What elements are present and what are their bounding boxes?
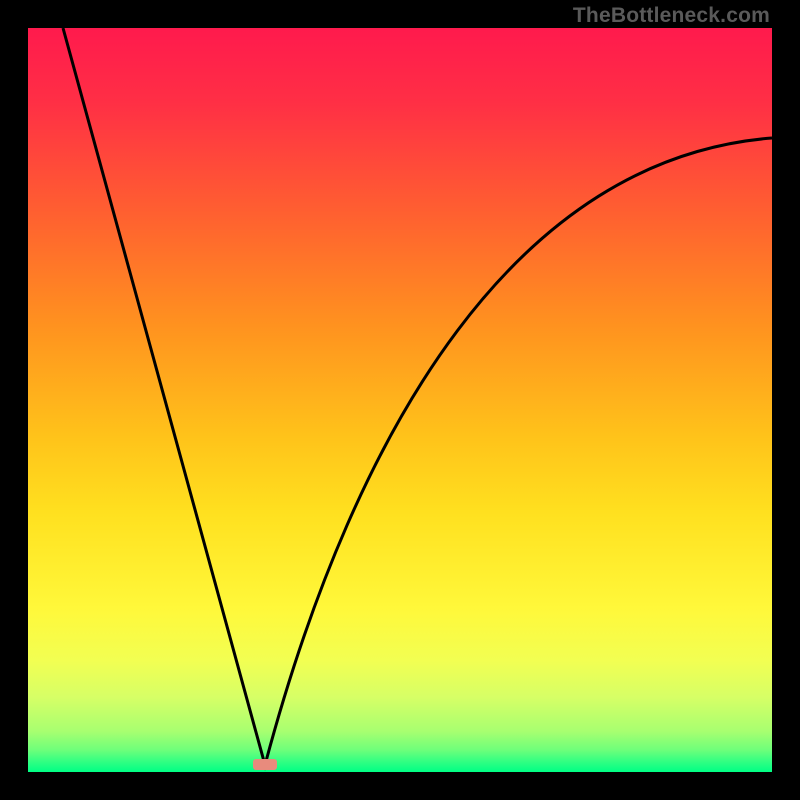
watermark-text: TheBottleneck.com bbox=[573, 4, 770, 28]
chart-frame: TheBottleneck.com bbox=[0, 0, 800, 800]
plot-area bbox=[28, 28, 772, 772]
bottleneck-curve bbox=[28, 28, 772, 772]
optimal-marker bbox=[253, 759, 277, 770]
